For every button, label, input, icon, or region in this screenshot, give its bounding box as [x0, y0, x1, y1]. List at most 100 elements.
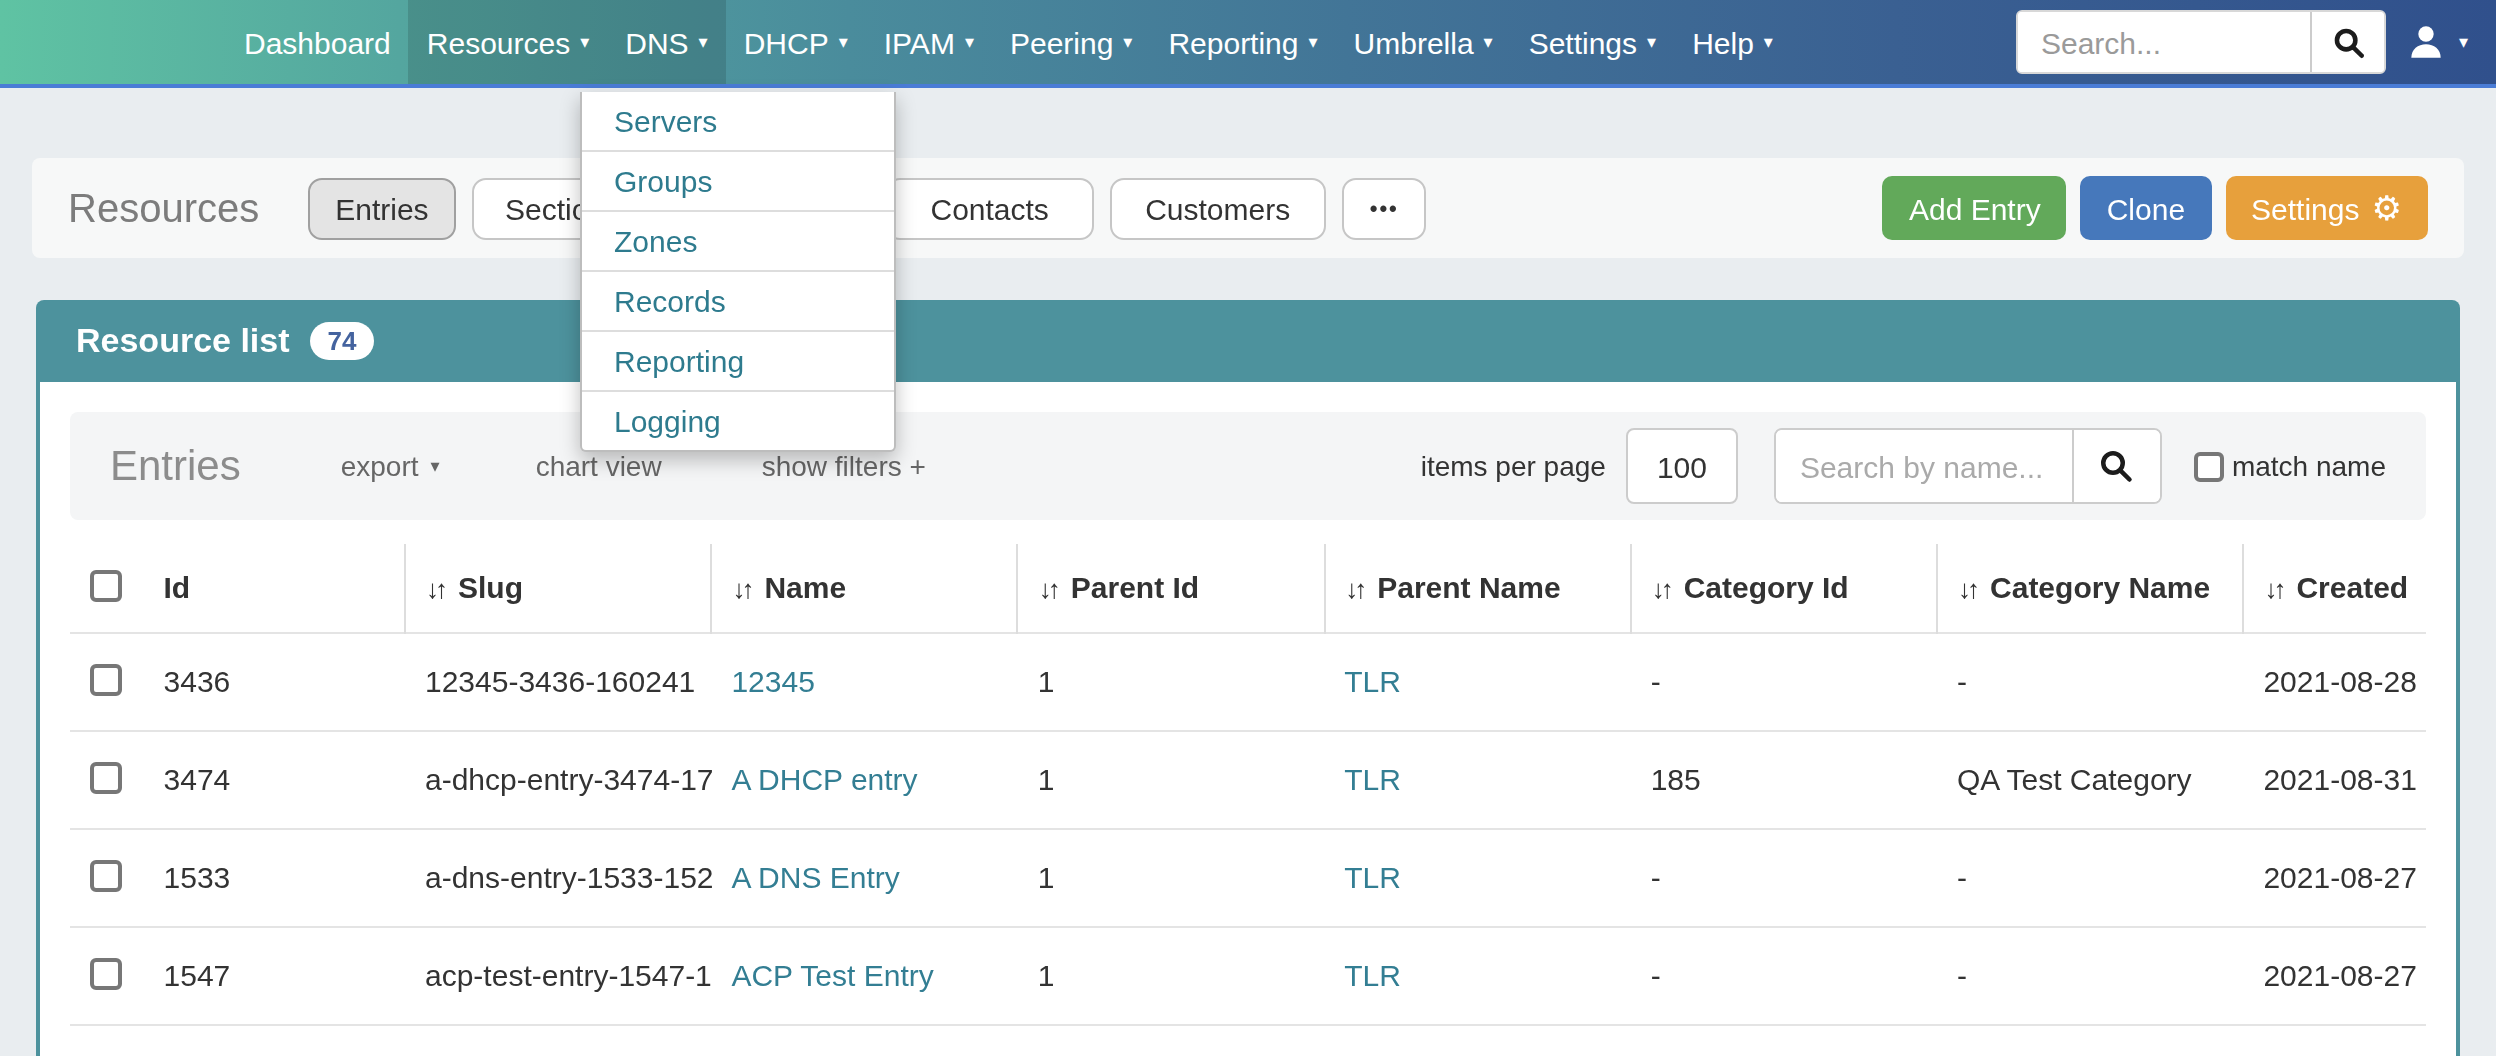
clone-button[interactable]: Clone [2081, 176, 2211, 240]
entry-name-link[interactable]: A DNS Entry [731, 860, 899, 894]
nav-item-umbrella[interactable]: Umbrella ▾ [1336, 0, 1511, 84]
column-header-slug[interactable]: ↓↑Slug [405, 544, 711, 632]
column-header-category-id[interactable]: ↓↑Category Id [1631, 544, 1937, 632]
nav-label: IPAM [884, 25, 955, 59]
column-header-name[interactable]: ↓↑ Name [711, 544, 1017, 632]
column-label: Category Name [1990, 571, 2210, 605]
dns-menu-item-zones[interactable]: Zones [582, 210, 894, 270]
entry-name-link[interactable]: ACP Test Entry [731, 958, 933, 992]
entries-title: Entries [110, 442, 241, 490]
parent-name-link[interactable]: TLR [1344, 762, 1401, 796]
show-filters-link[interactable]: show filters + [762, 450, 926, 482]
sort-icon: ↓↑ [732, 575, 750, 605]
nav-item-dashboard[interactable]: Dashboard [226, 0, 409, 84]
name-search-button[interactable] [2072, 430, 2160, 502]
parent-name-link[interactable]: TLR [1344, 664, 1401, 698]
dns-menu-item-reporting[interactable]: Reporting [582, 330, 894, 390]
nav-item-ipam[interactable]: IPAM ▾ [866, 0, 992, 84]
settings-label: Settings [2251, 191, 2359, 225]
select-all-checkbox[interactable] [90, 571, 122, 603]
cell-category-id: - [1631, 1024, 1937, 1056]
entry-name-link[interactable]: 12345 [731, 664, 814, 698]
tab-more[interactable]: ••• [1342, 177, 1427, 239]
column-label: Category Id [1684, 571, 1849, 605]
search-icon [2332, 25, 2366, 59]
chevron-down-icon: ▾ [431, 457, 440, 475]
table-row: 1533 a-dns-entry-1533-152... A DNS Entry… [70, 828, 2426, 926]
nav-label: Dashboard [244, 25, 391, 59]
chevron-down-icon: ▾ [1123, 33, 1132, 51]
cell-id: 1533 [144, 828, 405, 926]
add-entry-button[interactable]: Add Entry [1883, 176, 2067, 240]
tab-customers[interactable]: Customers [1110, 177, 1326, 239]
name-search [1774, 428, 2162, 504]
cell-category-name: - [1937, 1024, 2243, 1056]
cell-category-name: - [1937, 828, 2243, 926]
row-checkbox[interactable] [90, 860, 122, 892]
nav-item-peering[interactable]: Peering ▾ [992, 0, 1150, 84]
settings-button[interactable]: Settings ⚙ [2225, 176, 2428, 240]
nav-item-resources[interactable]: Resources ▾ [409, 0, 607, 84]
nav-item-dhcp[interactable]: DHCP ▾ [726, 0, 866, 84]
global-search-button[interactable] [2311, 12, 2385, 72]
nav-label: Umbrella [1354, 25, 1474, 59]
table-row: 3436 12345-3436-160241 12345 1 TLR - - 2… [70, 632, 2426, 730]
column-header-parent-id[interactable]: ↓↑Parent Id [1018, 544, 1324, 632]
user-menu[interactable]: ▾ [2407, 22, 2468, 62]
export-link[interactable]: export ▾ [341, 450, 440, 482]
tab-entries[interactable]: Entries [307, 177, 456, 239]
cell-slug: acp-test-entry-1547-1... [405, 926, 711, 1024]
row-checkbox[interactable] [90, 664, 122, 696]
user-icon [2407, 22, 2447, 62]
search-icon [2099, 448, 2135, 484]
dns-menu-item-logging[interactable]: Logging [582, 390, 894, 450]
nav-item-help[interactable]: Help ▾ [1674, 0, 1791, 84]
global-search [2017, 10, 2387, 74]
column-header-id[interactable]: Id [144, 544, 405, 632]
clone-label: Clone [2107, 191, 2185, 225]
page-header: Resources Entries Sections Categories Co… [32, 158, 2464, 258]
chevron-down-icon: ▾ [1484, 33, 1493, 51]
parent-name-link[interactable]: TLR [1344, 958, 1401, 992]
page-title: Resources [68, 185, 259, 231]
entries-table: Id ↓↑Slug ↓↑ Name ↓↑Parent Id ↓↑Parent Na… [70, 544, 2426, 1056]
cell-id: 465 [144, 1024, 405, 1056]
column-header-created[interactable]: ↓↑Created [2243, 544, 2426, 632]
header-actions: Add Entry Clone Settings ⚙ [1883, 176, 2428, 240]
items-per-page-input[interactable] [1626, 428, 1738, 504]
sort-icon: ↓↑ [426, 575, 444, 605]
column-label: Name [764, 571, 846, 605]
cell-created: 2021-08-31 18 [2243, 730, 2426, 828]
column-header-category-name[interactable]: ↓↑Category Name [1937, 544, 2243, 632]
name-search-input[interactable] [1776, 430, 2072, 502]
resource-list-title: Resource list [76, 321, 290, 361]
sort-icon: ↓↑ [1345, 575, 1363, 605]
table-row: 3474 a-dhcp-entry-3474-17... A DHCP entr… [70, 730, 2426, 828]
chevron-down-icon: ▾ [1309, 33, 1318, 51]
dns-menu-item-groups[interactable]: Groups [582, 150, 894, 210]
nav-label: Help [1692, 25, 1754, 59]
parent-name-link[interactable]: TLR [1344, 860, 1401, 894]
nav-label: Peering [1010, 25, 1113, 59]
column-header-parent-name[interactable]: ↓↑Parent Name [1324, 544, 1630, 632]
entry-name-link[interactable]: A DHCP entry [731, 762, 917, 796]
nav-item-dns[interactable]: DNS ▾ [607, 0, 725, 84]
chart-view-link[interactable]: chart view [536, 450, 662, 482]
cell-id: 3474 [144, 730, 405, 828]
dns-menu-item-servers[interactable]: Servers [582, 92, 894, 150]
nav-item-reporting[interactable]: Reporting ▾ [1150, 0, 1335, 84]
nav-item-settings[interactable]: Settings ▾ [1511, 0, 1674, 84]
sort-icon: ↓↑ [2264, 575, 2282, 605]
global-search-input[interactable] [2019, 12, 2311, 72]
match-name-checkbox[interactable] [2194, 451, 2224, 481]
entries-toolbar: Entries export ▾ chart view show filters… [70, 412, 2426, 520]
cell-created: 2021-08-10 17 [2243, 1024, 2426, 1056]
tab-contacts[interactable]: Contacts [886, 177, 1094, 239]
cell-parent-id: 1 [1018, 730, 1324, 828]
chevron-down-icon: ▾ [839, 33, 848, 51]
dns-menu-item-records[interactable]: Records [582, 270, 894, 330]
row-checkbox[interactable] [90, 958, 122, 990]
row-checkbox[interactable] [90, 762, 122, 794]
cell-parent-id: 1 [1018, 1024, 1324, 1056]
match-name-option: match name [2194, 450, 2386, 482]
